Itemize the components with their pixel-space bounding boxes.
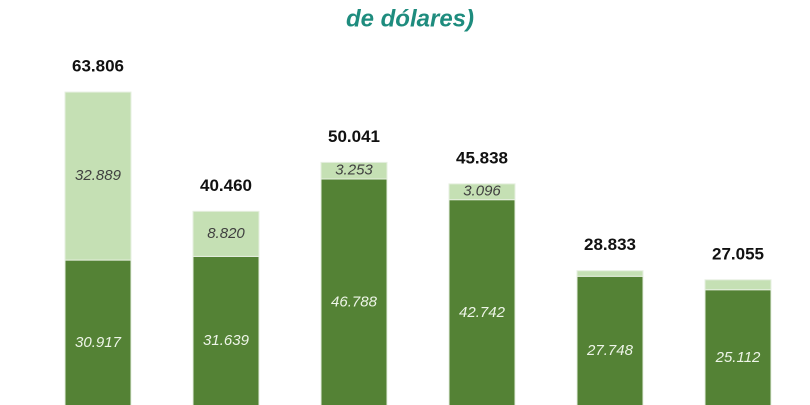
bar-segment xyxy=(320,178,388,405)
segment-label: 30.917 xyxy=(75,334,122,351)
segment-label: 3.096 xyxy=(463,183,501,200)
total-label: 28.833 xyxy=(584,235,636,254)
bar-segment xyxy=(576,275,644,405)
bar-segment xyxy=(64,91,132,261)
total-label: 27.055 xyxy=(712,244,764,263)
bar-segment xyxy=(192,210,260,257)
segment-label: 8.820 xyxy=(207,225,245,242)
segment-label: 31.639 xyxy=(203,332,250,349)
segment-label: 32.889 xyxy=(75,167,122,184)
bar-segment xyxy=(192,255,260,405)
segment-label: 27.748 xyxy=(586,342,634,359)
total-label: 63.806 xyxy=(72,57,124,76)
segment-label: 25.112 xyxy=(715,349,761,366)
bar-segment xyxy=(704,279,772,291)
bar-segment xyxy=(448,199,516,405)
segment-label: 3.253 xyxy=(335,162,373,179)
chart-title: de dólares) xyxy=(346,5,474,32)
bar-segment xyxy=(576,270,644,277)
segment-label: 46.788 xyxy=(331,293,378,310)
bar-segment xyxy=(704,289,772,405)
segment-label: 42.742 xyxy=(459,304,506,321)
bar-segment xyxy=(448,183,516,201)
total-label: 40.460 xyxy=(200,176,252,195)
total-label: 50.041 xyxy=(328,127,380,146)
bar-segment xyxy=(320,161,388,180)
total-label: 45.838 xyxy=(456,148,508,167)
bar-segment xyxy=(64,259,132,405)
